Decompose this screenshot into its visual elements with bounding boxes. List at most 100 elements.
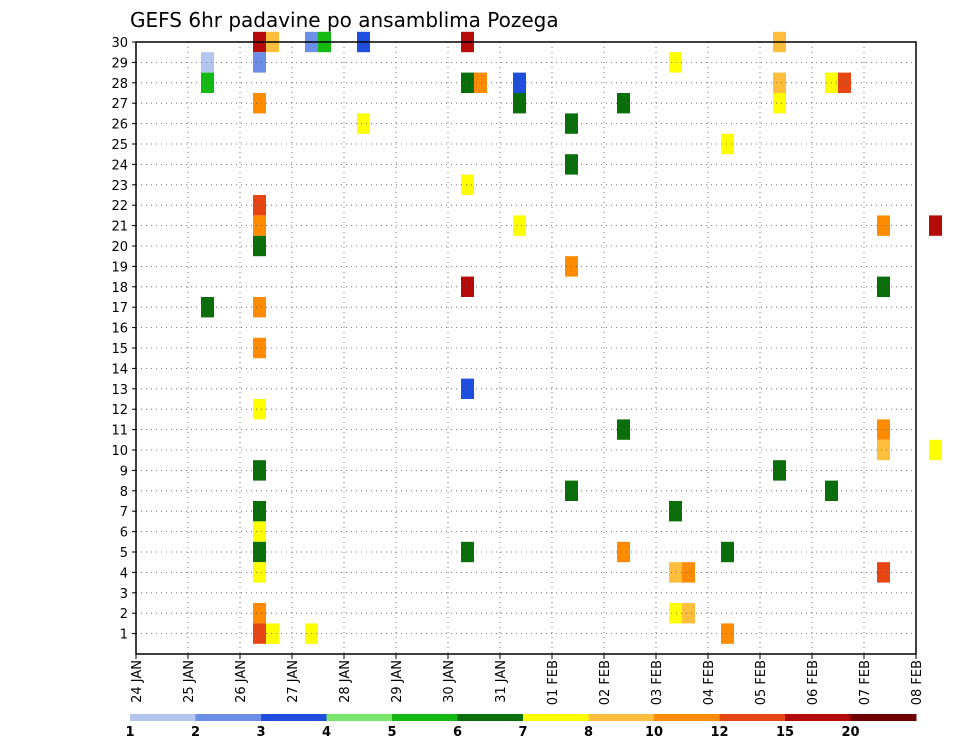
heatmap-cell [357, 113, 370, 134]
colorbar-label: 6 [453, 725, 462, 740]
heatmap-cell [773, 72, 786, 93]
heatmap-cell [461, 276, 474, 297]
chart-title: GEFS 6hr padavine po ansamblima Pozega [130, 8, 559, 32]
heatmap-cell [929, 215, 942, 236]
heatmap-cell [253, 399, 266, 420]
y-tick-label: 6 [120, 526, 128, 541]
y-tick-label: 30 [111, 36, 128, 51]
colorbar-label: 3 [256, 725, 265, 740]
x-tick-label: 26 JAN [234, 660, 249, 703]
heatmap-cell [513, 93, 526, 114]
x-tick-label: 01 FEB [546, 660, 561, 705]
heatmap-cell [877, 276, 890, 297]
heatmap-cell [669, 562, 682, 583]
y-tick-label: 11 [111, 424, 128, 439]
heatmap-cell [253, 93, 266, 114]
colorbar-label: 5 [387, 725, 396, 740]
heatmap-cell [617, 419, 630, 440]
heatmap-cell [253, 297, 266, 318]
y-tick-label: 27 [111, 97, 128, 112]
colorbar-label: 7 [518, 725, 527, 740]
y-tick-label: 17 [111, 301, 128, 316]
colorbar: 1 2 3 4 5 6 7 8 10 12 15 20 [125, 714, 917, 740]
heatmap-cell [253, 521, 266, 542]
heatmap-cell [474, 72, 487, 93]
heatmap-cell [877, 215, 890, 236]
colorbar-segment [588, 714, 655, 721]
colorbar-segment [719, 714, 786, 721]
heatmap-cell [617, 541, 630, 563]
x-tick-label: 29 JAN [390, 660, 405, 703]
y-tick-label: 12 [111, 403, 128, 418]
x-tick-label: 03 FEB [650, 660, 665, 705]
colorbar-segment [326, 714, 393, 721]
colorbar-segment [785, 714, 851, 721]
x-tick-label: 06 FEB [806, 660, 821, 705]
x-tick-label: 05 FEB [754, 660, 769, 705]
heatmap-cell [461, 541, 474, 563]
y-tick-label: 10 [111, 444, 128, 459]
y-tick-label: 16 [111, 322, 128, 337]
colorbar-label: 4 [322, 725, 331, 740]
colorbar-label: 8 [584, 725, 593, 740]
heatmap-cell [253, 603, 266, 624]
y-tick-label: 18 [111, 281, 128, 296]
heatmap-cell [513, 215, 526, 236]
heatmap-cell [253, 562, 266, 583]
x-axis-ticks: 24 JAN 25 JAN 26 JAN 27 JAN 28 JAN 29 JAN 30 J… [130, 654, 925, 705]
heatmap-cell [682, 603, 695, 624]
heatmap-cell [201, 52, 214, 73]
colorbar-segment [195, 714, 262, 721]
y-tick-label: 20 [111, 240, 128, 255]
colorbar-label: 1 [125, 725, 134, 740]
y-tick-label: 14 [111, 362, 128, 377]
heatmap-cell [461, 378, 474, 399]
colorbar-segment [392, 714, 458, 721]
x-tick-label: 31 JAN [494, 660, 509, 703]
heatmap-cell [266, 623, 279, 644]
heatmap-cell [838, 72, 851, 93]
y-tick-label: 22 [111, 199, 128, 214]
y-tick-label: 1 [120, 628, 128, 643]
y-tick-label: 26 [111, 118, 128, 133]
y-tick-label: 19 [111, 260, 128, 275]
x-tick-label: 24 JAN [130, 660, 145, 703]
y-tick-label: 24 [111, 158, 128, 173]
heatmap-cell [877, 419, 890, 440]
heatmap-cell [929, 439, 942, 461]
x-tick-label: 25 JAN [182, 660, 197, 703]
heatmap-cell [253, 52, 266, 73]
heatmap-cell [461, 174, 474, 195]
heatmap-cell [669, 603, 682, 624]
heatmap-cell [721, 623, 734, 644]
heatmap-cell [877, 439, 890, 461]
heatmap-cells [201, 31, 942, 644]
heatmap-cell [682, 562, 695, 583]
x-tick-label: 07 FEB [858, 660, 873, 705]
y-tick-label: 8 [120, 485, 128, 500]
y-tick-label: 15 [111, 342, 128, 357]
colorbar-label: 15 [776, 725, 794, 740]
y-tick-label: 3 [120, 587, 128, 602]
y-tick-label: 2 [120, 607, 128, 622]
y-tick-label: 7 [120, 505, 128, 520]
colorbar-label: 12 [710, 725, 728, 740]
x-tick-label: 02 FEB [598, 660, 613, 705]
heatmap-cell [253, 235, 266, 257]
x-tick-label: 28 JAN [338, 660, 353, 703]
colorbar-segment [130, 714, 196, 721]
heatmap-cell [253, 195, 266, 216]
heatmap-cell [877, 562, 890, 583]
heatmap-cell [669, 501, 682, 522]
heatmap-cell [669, 52, 682, 73]
colorbar-segment [457, 714, 524, 721]
heatmap-cell [773, 460, 786, 481]
heatmap-cell [513, 72, 526, 93]
x-tick-label: 08 FEB [910, 660, 925, 705]
colorbar-label: 2 [191, 725, 200, 740]
heatmap-cell [773, 93, 786, 114]
colorbar-label: 10 [645, 725, 663, 740]
y-tick-label: 28 [111, 77, 128, 92]
heatmap-cell [721, 541, 734, 563]
